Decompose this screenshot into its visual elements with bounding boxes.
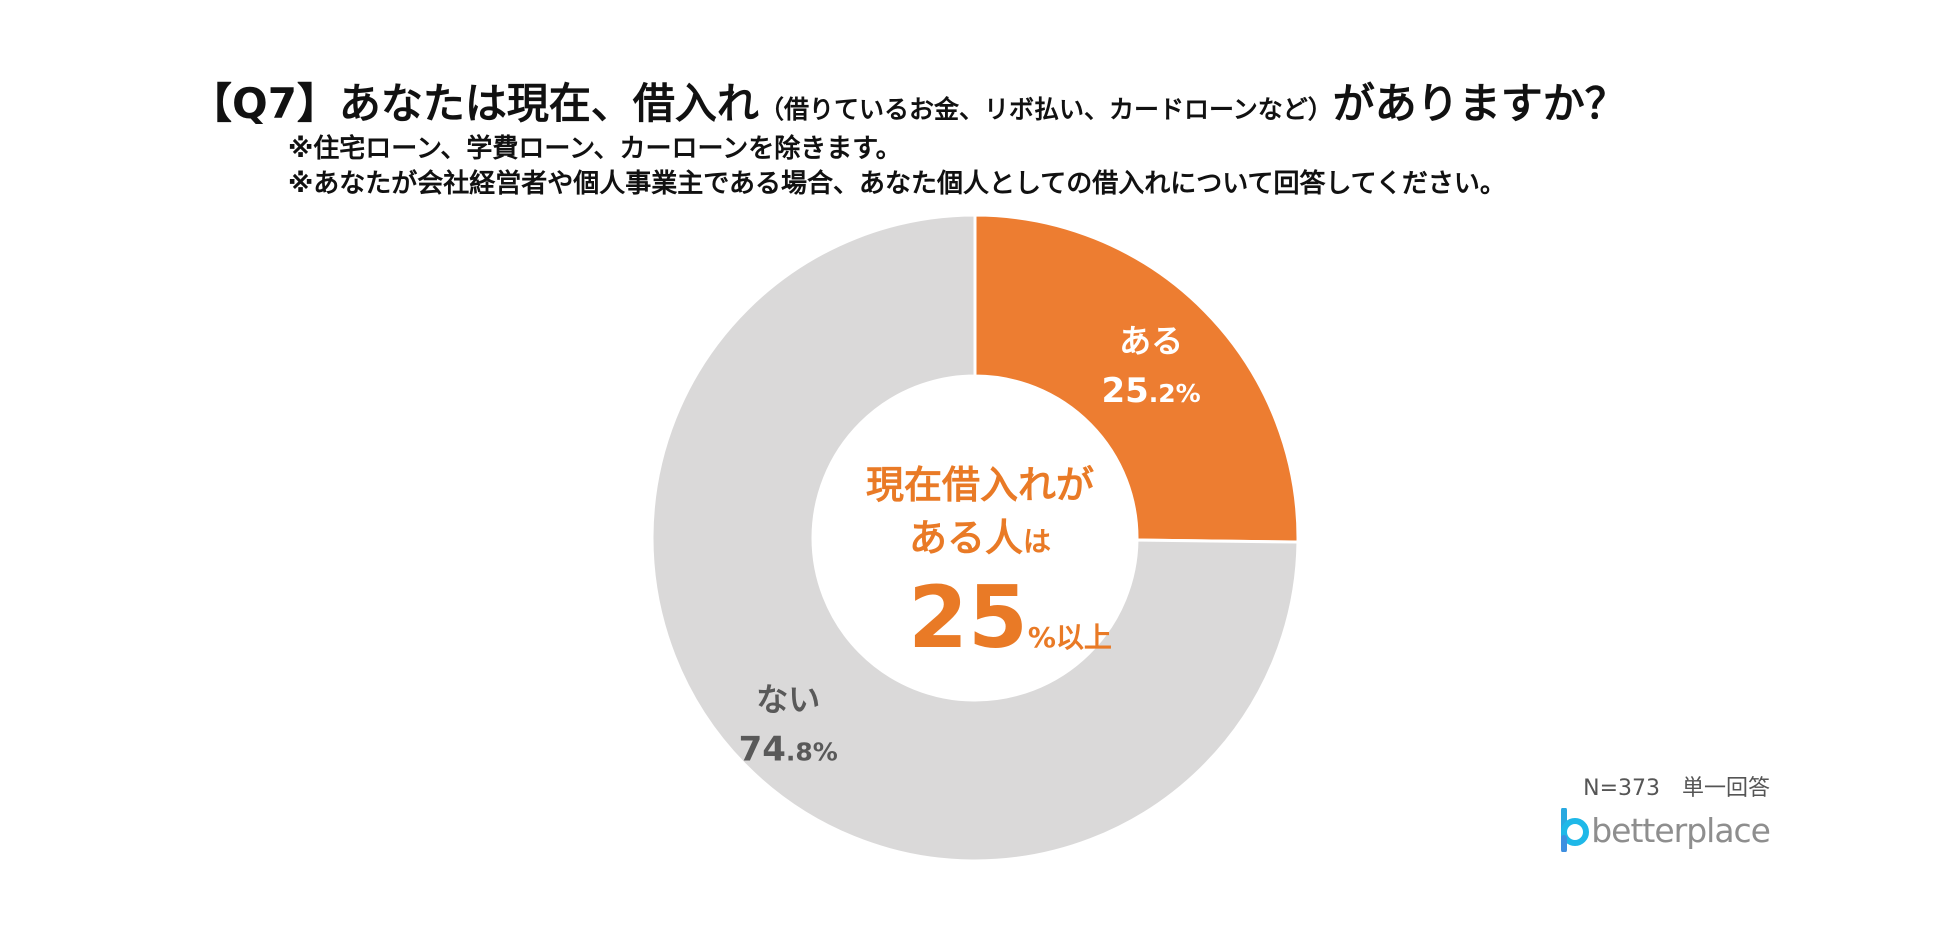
- note-business-owners: ※あなたが会社経営者や個人事業主である場合、あなた個人としての借入れについて回答…: [288, 169, 1506, 199]
- center-big-suffix: %以上: [1027, 621, 1112, 654]
- donut-slice-yes: [973, 213, 1300, 544]
- title-main: 【Q7】あなたは現在、借入れ: [190, 79, 759, 128]
- note-exclusions: ※住宅ローン、学費ローン、カーローンを除きます。: [288, 134, 902, 164]
- slice-value-yes: 25.2%: [1101, 371, 1200, 411]
- center-line2: ある人は: [840, 512, 1120, 568]
- slice-label-no: ない: [756, 680, 820, 718]
- title-end: がありますか？: [1332, 79, 1627, 128]
- chart-title: 【Q7】あなたは現在、借入れ（借りているお金、リボ払い、カードローンなど）があり…: [190, 70, 1627, 131]
- donut-slice-no: [650, 213, 1300, 863]
- center-line1: 現在借入れが: [865, 463, 1094, 507]
- slice-label-yes: ある: [1119, 322, 1183, 360]
- center-line2-main: ある人: [908, 516, 1023, 560]
- betterplace-logo-icon: [1561, 808, 1590, 852]
- center-line2-small: は: [1023, 525, 1052, 558]
- betterplace-logo-text: betterplace: [1591, 810, 1771, 850]
- betterplace-logo: betterplace: [1557, 808, 1771, 852]
- center-highlight: 25%以上: [900, 568, 1120, 668]
- title-parenthetical: （借りているお金、リボ払い、カードローンなど）: [758, 95, 1333, 124]
- center-big-number: 25: [908, 568, 1028, 668]
- slice-value-no: 74.8%: [739, 729, 838, 769]
- sample-size-note: N=373 単一回答: [1583, 776, 1770, 801]
